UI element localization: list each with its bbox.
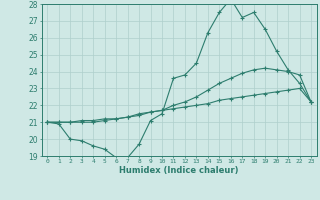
X-axis label: Humidex (Indice chaleur): Humidex (Indice chaleur): [119, 166, 239, 175]
